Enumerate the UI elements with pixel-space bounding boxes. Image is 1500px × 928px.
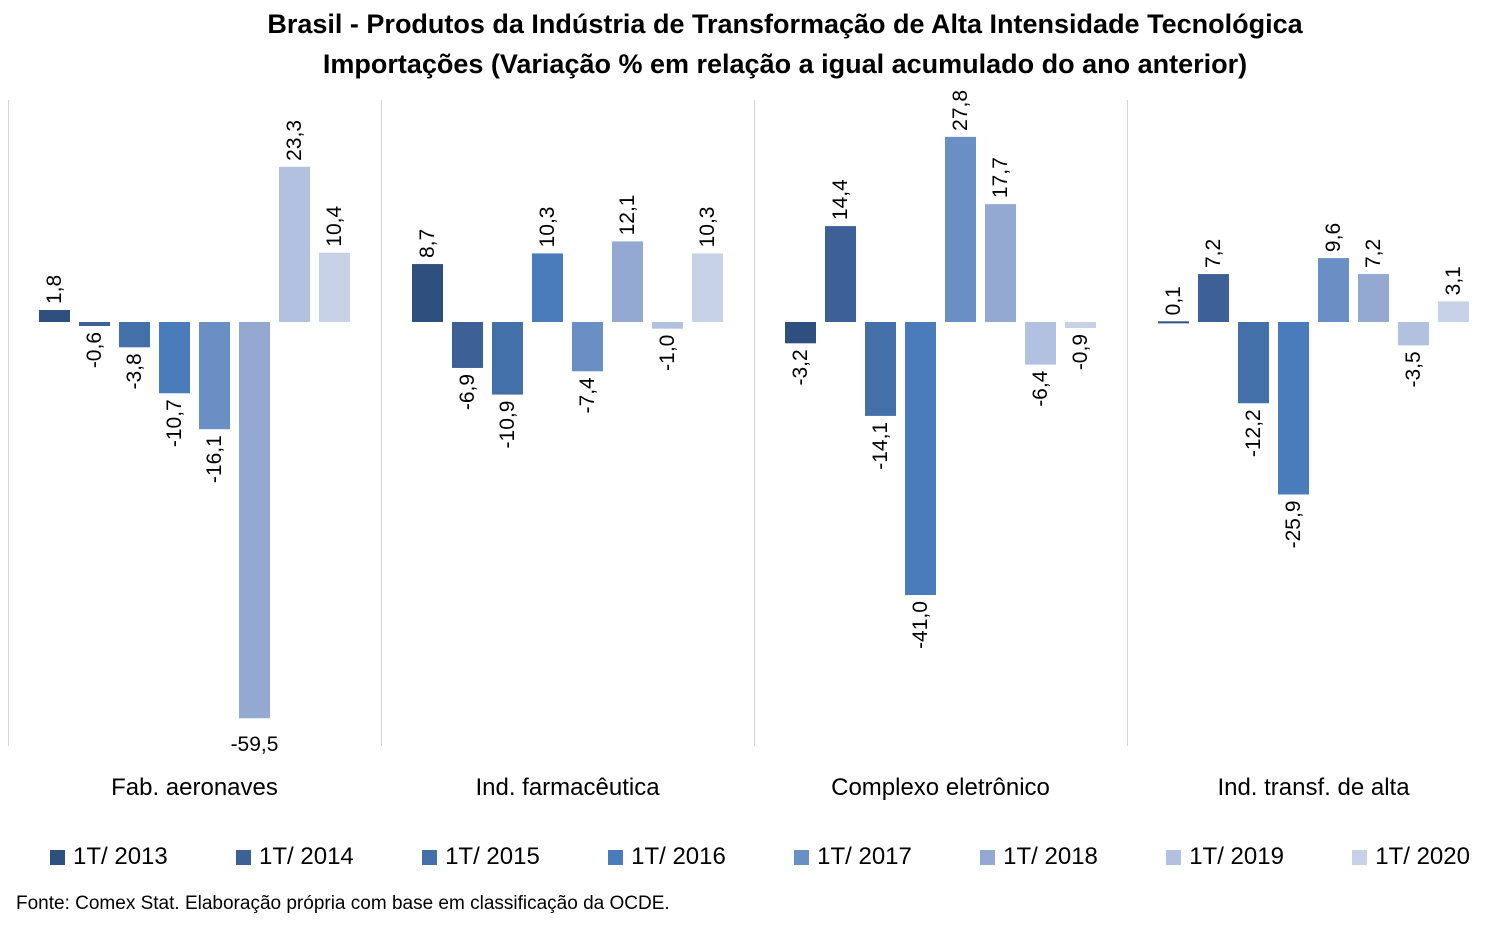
legend-item: 1T/ 2017 — [794, 843, 912, 871]
bar-chart: Fab. aeronaves 1,8 -0,6 -3,8 -10,7 -16,1 -59,5… — [8, 90, 1469, 801]
legend-item: 1T/ 2019 — [1166, 843, 1284, 871]
bar — [1158, 321, 1189, 324]
bar — [1025, 322, 1056, 365]
bar — [532, 253, 563, 322]
bar — [239, 322, 270, 719]
bar — [652, 322, 683, 329]
legend-label: 1T/ 2014 — [259, 843, 354, 870]
data-label: 14,4 — [829, 179, 852, 220]
data-label: 9,6 — [1322, 223, 1345, 252]
bar — [945, 136, 976, 322]
category-label: Fab. aeronaves — [111, 774, 278, 801]
bar — [692, 253, 723, 322]
legend-swatch — [236, 849, 252, 865]
legend-swatch — [1352, 849, 1368, 865]
chart-subtitle: Importações (Variação % em relação a igu… — [322, 49, 1248, 79]
legend-item: 1T/ 2016 — [608, 843, 726, 871]
bar — [905, 322, 936, 596]
data-label: 1,8 — [43, 275, 66, 304]
data-label: -25,9 — [1282, 500, 1305, 548]
legend-item: 1T/ 2015 — [422, 843, 540, 871]
bar — [612, 241, 643, 322]
data-label: -3,2 — [789, 349, 812, 385]
legend-swatch — [608, 849, 624, 865]
bar — [319, 252, 350, 322]
data-label: 10,3 — [536, 207, 559, 248]
bar — [39, 310, 70, 322]
data-label: 0,1 — [1162, 286, 1185, 315]
bar — [492, 322, 523, 395]
bar — [79, 322, 110, 326]
data-label: 10,4 — [323, 206, 346, 247]
bar — [785, 322, 816, 344]
bar — [1358, 274, 1389, 322]
bar — [412, 264, 443, 322]
bar — [1065, 322, 1096, 328]
data-label: 7,2 — [1362, 239, 1385, 268]
data-label: -3,5 — [1402, 351, 1425, 387]
data-label: 7,2 — [1202, 239, 1225, 268]
bar — [452, 322, 483, 368]
bar — [199, 322, 230, 430]
legend-swatch — [1166, 849, 1182, 865]
data-label: 8,7 — [416, 229, 439, 258]
legend-label: 1T/ 2020 — [1375, 843, 1470, 870]
data-label: -0,9 — [1069, 334, 1092, 370]
data-label: 23,3 — [283, 120, 306, 161]
bar — [865, 322, 896, 416]
bar — [825, 226, 856, 322]
chart-legend: 1T/ 2013 1T/ 2014 1T/ 2015 1T/ 2016 1T/ 2017… — [50, 840, 1470, 874]
source-note: Fonte: Comex Stat. Elaboração própria co… — [16, 893, 670, 914]
data-label: -7,4 — [576, 377, 599, 414]
bar — [572, 322, 603, 372]
legend-label: 1T/ 2016 — [631, 843, 726, 870]
chart-title: Brasil - Produtos da Indústria de Transf… — [267, 9, 1303, 39]
legend-item: 1T/ 2020 — [1352, 843, 1470, 871]
data-label: 3,1 — [1442, 266, 1465, 295]
data-label: 10,3 — [696, 207, 719, 248]
legend-swatch — [50, 849, 65, 865]
bar — [1438, 301, 1469, 322]
data-label: -3,8 — [123, 353, 146, 389]
data-label: -6,9 — [456, 374, 479, 410]
legend-swatch — [422, 849, 438, 865]
legend-item: 1T/ 2013 — [50, 843, 168, 871]
data-label: -59,5 — [231, 733, 279, 756]
category-label: Ind. farmacêutica — [475, 774, 660, 801]
legend-label: 1T/ 2019 — [1189, 843, 1284, 870]
data-label: -1,0 — [656, 335, 679, 371]
bar — [985, 204, 1016, 322]
legend-label: 1T/ 2015 — [445, 843, 540, 870]
data-label: -10,9 — [496, 401, 519, 449]
data-label: -12,2 — [1242, 409, 1265, 457]
data-label: -0,6 — [83, 332, 106, 368]
bar — [1398, 322, 1429, 346]
bar — [1318, 258, 1349, 322]
data-label: -41,0 — [909, 601, 932, 649]
data-label: -10,7 — [163, 399, 186, 447]
legend-swatch — [980, 849, 996, 865]
legend-label: 1T/ 2018 — [1003, 843, 1098, 870]
legend-label: 1T/ 2017 — [817, 843, 912, 870]
category-label: Complexo eletrônico — [831, 774, 1050, 801]
legend-label: 1T/ 2013 — [73, 843, 168, 870]
data-label: 12,1 — [616, 195, 639, 236]
legend-item: 1T/ 2014 — [236, 843, 354, 871]
data-label: -14,1 — [869, 422, 892, 470]
legend-item: 1T/ 2018 — [980, 843, 1098, 871]
bar — [1238, 322, 1269, 404]
data-label: -6,4 — [1029, 370, 1052, 407]
legend-swatch — [794, 849, 810, 865]
category-label: Ind. transf. de alta — [1217, 774, 1410, 801]
data-label: 27,8 — [949, 90, 972, 131]
bar — [159, 322, 190, 394]
bar — [279, 166, 310, 322]
bar — [1278, 322, 1309, 495]
data-label: 17,7 — [989, 157, 1012, 198]
bar — [119, 322, 150, 348]
data-label: -16,1 — [203, 435, 226, 483]
bar — [1198, 274, 1229, 322]
